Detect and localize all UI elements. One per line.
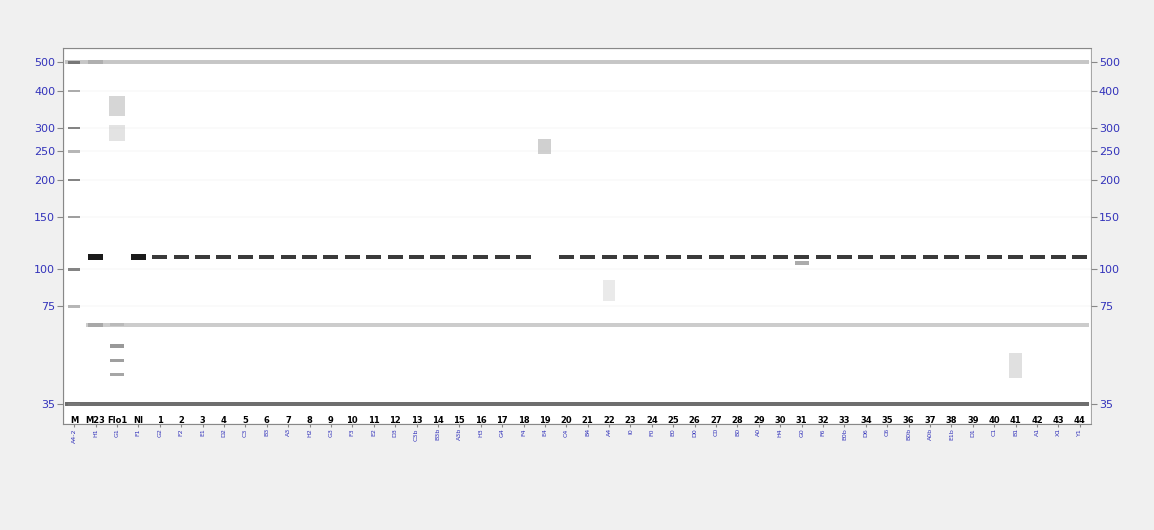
- Bar: [1051, 254, 1066, 259]
- Bar: [68, 216, 80, 218]
- Bar: [302, 254, 317, 259]
- Bar: [85, 323, 1089, 326]
- Bar: [409, 254, 424, 259]
- Bar: [110, 125, 125, 142]
- Bar: [68, 403, 80, 405]
- Bar: [859, 254, 874, 259]
- Bar: [88, 323, 103, 326]
- Bar: [110, 96, 125, 116]
- Bar: [601, 254, 616, 259]
- Bar: [816, 254, 831, 259]
- Bar: [730, 254, 745, 259]
- Bar: [152, 254, 167, 259]
- Bar: [430, 254, 445, 259]
- Bar: [901, 254, 916, 259]
- Bar: [1010, 354, 1022, 378]
- Bar: [68, 90, 80, 92]
- Bar: [794, 254, 809, 259]
- Bar: [173, 254, 188, 259]
- Bar: [987, 254, 1002, 259]
- Bar: [623, 254, 638, 259]
- Bar: [110, 359, 123, 363]
- Bar: [68, 305, 80, 307]
- Bar: [238, 254, 253, 259]
- Bar: [280, 254, 295, 259]
- Bar: [1009, 254, 1024, 259]
- Bar: [88, 254, 103, 260]
- Bar: [966, 254, 981, 259]
- Bar: [345, 254, 360, 259]
- Bar: [879, 254, 894, 259]
- Bar: [260, 254, 275, 259]
- Bar: [68, 127, 80, 129]
- Bar: [580, 254, 595, 259]
- Bar: [65, 402, 1089, 407]
- Bar: [68, 150, 80, 153]
- Bar: [452, 254, 467, 259]
- Bar: [604, 280, 615, 301]
- Bar: [922, 254, 937, 259]
- Bar: [88, 60, 103, 64]
- Bar: [388, 254, 403, 259]
- Bar: [473, 254, 488, 259]
- Bar: [709, 254, 724, 259]
- Bar: [323, 254, 338, 259]
- Bar: [130, 254, 147, 260]
- Bar: [110, 344, 123, 348]
- Bar: [495, 254, 510, 259]
- Bar: [795, 261, 809, 266]
- Bar: [644, 254, 659, 259]
- Bar: [110, 323, 125, 326]
- Bar: [837, 254, 852, 259]
- Bar: [516, 254, 531, 259]
- Bar: [539, 139, 552, 154]
- Bar: [666, 254, 681, 259]
- Bar: [1029, 254, 1044, 259]
- Bar: [559, 254, 574, 259]
- Bar: [195, 254, 210, 259]
- Bar: [1072, 254, 1087, 259]
- Bar: [65, 60, 1089, 64]
- Bar: [68, 268, 80, 270]
- Bar: [68, 61, 80, 64]
- Bar: [944, 254, 959, 259]
- Bar: [110, 373, 123, 376]
- Bar: [773, 254, 788, 259]
- Bar: [68, 179, 80, 181]
- Bar: [687, 254, 702, 259]
- Bar: [366, 254, 381, 259]
- Bar: [751, 254, 766, 259]
- Bar: [217, 254, 232, 259]
